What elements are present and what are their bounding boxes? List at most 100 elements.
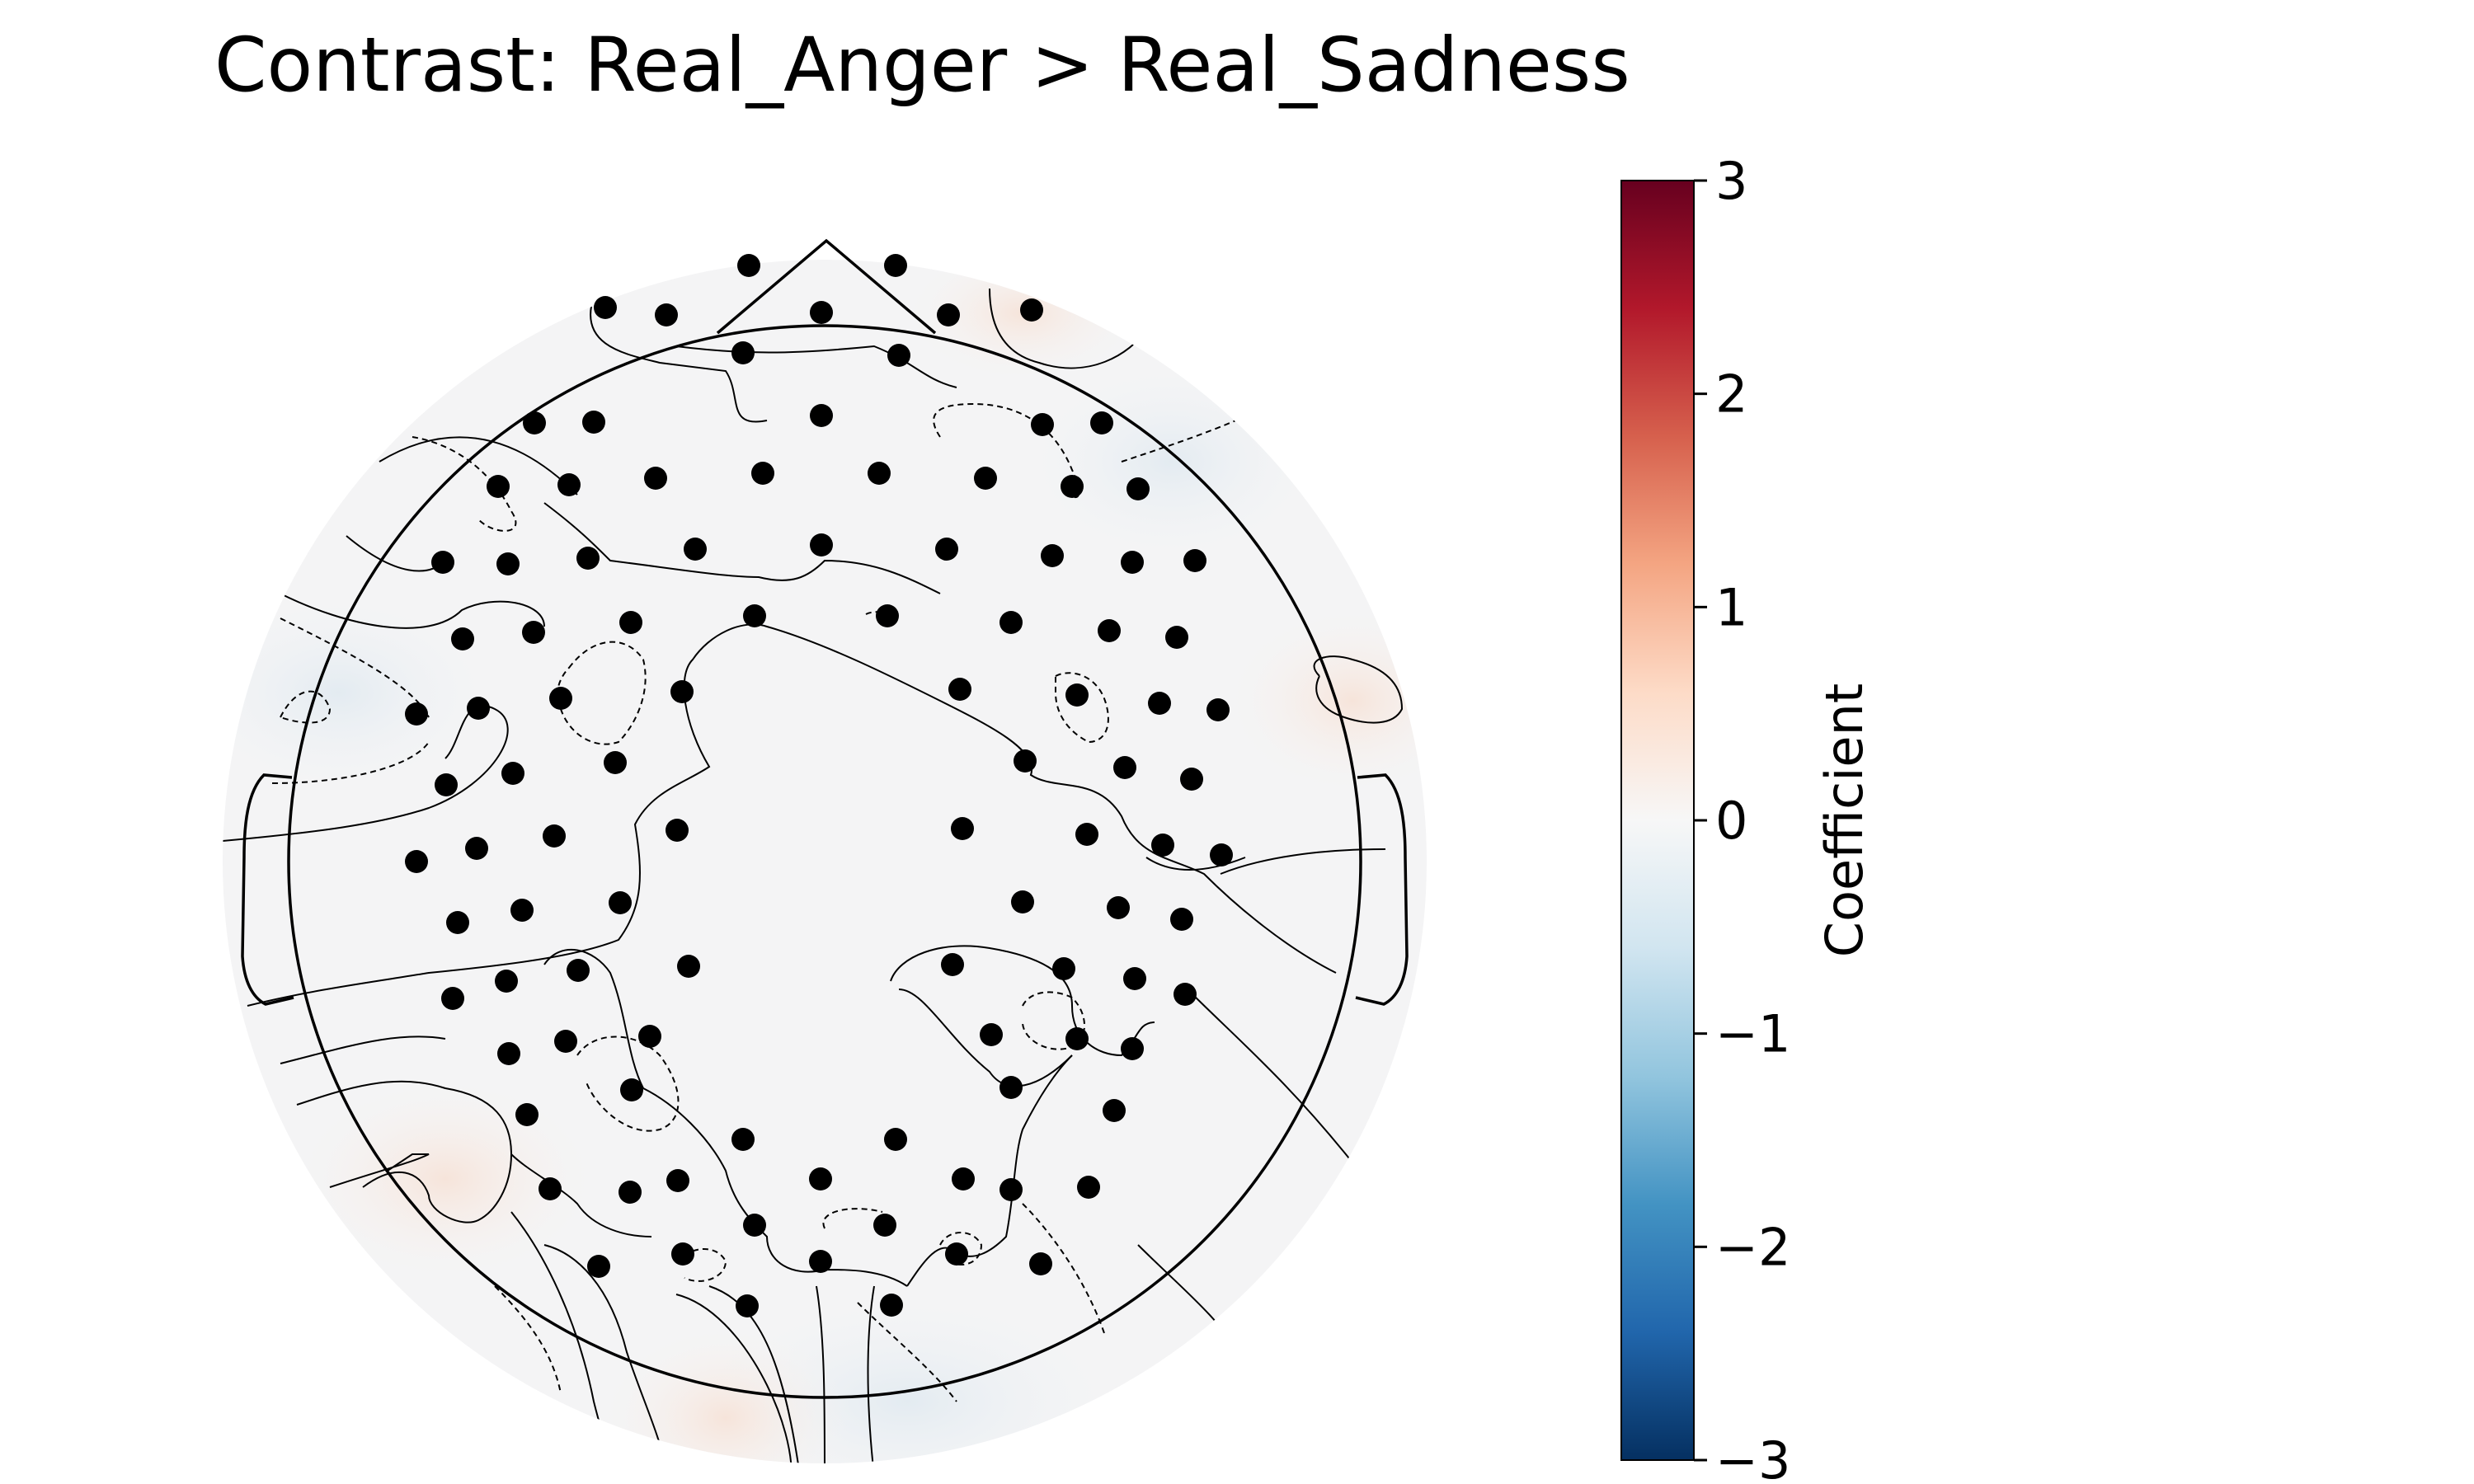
- sensor-marker: [810, 533, 833, 556]
- sensor-marker: [1113, 756, 1136, 779]
- sensor-marker: [1151, 834, 1174, 857]
- sensor-marker: [497, 1042, 520, 1065]
- colorbar-tick-label: −1: [1715, 1004, 1790, 1064]
- colorbar-label: Coefficient: [1814, 683, 1874, 957]
- sensor-marker: [1174, 983, 1197, 1006]
- sensor-marker: [620, 1078, 643, 1101]
- contour-line-dashed: [576, 1036, 680, 1132]
- sensor-marker: [487, 475, 510, 498]
- sensor-marker: [737, 254, 760, 277]
- sensor-marker: [671, 1242, 694, 1266]
- contour-line: [989, 288, 1147, 369]
- sensor-marker: [1148, 692, 1171, 715]
- contour-line: [247, 623, 1337, 1007]
- sensor-marker: [441, 987, 464, 1010]
- sensor-marker: [1065, 1027, 1089, 1050]
- sensor-marker: [495, 970, 518, 993]
- head-outline: [287, 324, 1362, 1399]
- sensor-marker: [539, 1177, 562, 1200]
- sensor-marker: [515, 1103, 539, 1126]
- sensor-marker: [887, 344, 910, 367]
- field-blob-pos-left: [297, 1080, 594, 1278]
- contour-line: [543, 1244, 669, 1463]
- sensor-marker: [1098, 619, 1121, 642]
- sensor-marker: [501, 762, 524, 785]
- sensor-marker: [604, 751, 627, 774]
- sensor-marker: [1065, 683, 1089, 707]
- left-ear-outline: [241, 773, 294, 1006]
- contour-line: [816, 1285, 825, 1463]
- sensor-marker: [941, 953, 964, 976]
- contour-line: [708, 1285, 801, 1463]
- sensor-marker: [582, 411, 605, 434]
- field-blob-neg-frontal-right: [1023, 363, 1319, 561]
- sensor-marker: [880, 1294, 903, 1317]
- topomap-field: [223, 260, 1427, 1463]
- contour-line: [1187, 989, 1353, 1163]
- contour-line: [296, 1080, 513, 1223]
- contour-line: [906, 1054, 1073, 1287]
- colorbar-tick-label: −2: [1715, 1217, 1790, 1277]
- contour-line: [223, 705, 509, 842]
- field-background: [223, 260, 1427, 1463]
- sensor-marker: [655, 303, 678, 326]
- sensor-marker: [549, 687, 572, 710]
- sensor-marker: [1077, 1176, 1100, 1199]
- sensor-marker: [666, 1169, 689, 1192]
- sensor-marker: [1121, 1037, 1144, 1060]
- contour-line-dashed: [675, 1248, 727, 1282]
- sensor-marker: [937, 303, 960, 326]
- contour-line: [280, 593, 545, 629]
- sensor-marker: [1031, 413, 1054, 436]
- sensor-marker: [743, 1214, 766, 1237]
- contour-line: [675, 1294, 793, 1463]
- contour-line-dashed: [494, 1285, 562, 1394]
- sensor-marker: [999, 1178, 1023, 1201]
- sensor-marker: [1126, 477, 1150, 500]
- sensor-marker: [945, 1242, 968, 1266]
- sensor-marker: [873, 1214, 896, 1237]
- sensor-marker: [618, 1181, 642, 1204]
- contour-line-dashed: [271, 741, 430, 784]
- sensor-marker: [510, 899, 534, 922]
- field-blob-neg-left: [223, 594, 495, 791]
- chart-title: Contrast: Real_Anger > Real_Sadness: [214, 22, 1630, 109]
- sensor-marker: [1121, 551, 1144, 574]
- contour-line: [543, 949, 644, 1089]
- contour-line: [590, 296, 768, 423]
- sensor-marker: [576, 547, 600, 570]
- contour-line-dashed: [939, 1232, 983, 1266]
- contour-line: [329, 1153, 430, 1188]
- contour-line: [510, 1153, 652, 1237]
- right-ear-outline: [1355, 773, 1409, 1006]
- colorbar-tick-label: −3: [1715, 1430, 1790, 1484]
- sensor-marker: [1029, 1252, 1052, 1275]
- contour-line: [321, 1285, 405, 1402]
- sensor-marker: [557, 473, 581, 496]
- contour-line: [280, 1036, 446, 1064]
- sensor-marker: [467, 697, 490, 720]
- colorbar-gradient: [1620, 180, 1695, 1461]
- nose-outline: [716, 238, 937, 335]
- sensor-marker: [677, 955, 700, 978]
- sensor-marker: [638, 1025, 661, 1048]
- colorbar-tick-label: 0: [1715, 791, 1747, 851]
- sensor-marker: [868, 462, 891, 485]
- sensor-marker: [809, 1250, 832, 1273]
- sensor-marker: [523, 411, 546, 434]
- sensor-marker: [1041, 544, 1064, 567]
- contour-line-dashed: [857, 1302, 957, 1402]
- sensor-marker: [876, 604, 899, 627]
- sensor-marker: [567, 959, 590, 982]
- sensor-marker: [731, 341, 755, 364]
- sensor-marker: [1020, 298, 1043, 322]
- sensor-marker: [951, 817, 974, 840]
- contour-line-dashed: [1022, 991, 1085, 1050]
- sensor-marker: [666, 819, 689, 842]
- contour-line: [675, 345, 957, 388]
- sensor-marker: [1183, 549, 1206, 572]
- sensor-marker: [609, 891, 632, 914]
- sensor-marker: [587, 1255, 610, 1278]
- colorbar-tick-label: 3: [1715, 151, 1747, 211]
- sensor-marker: [1170, 908, 1193, 931]
